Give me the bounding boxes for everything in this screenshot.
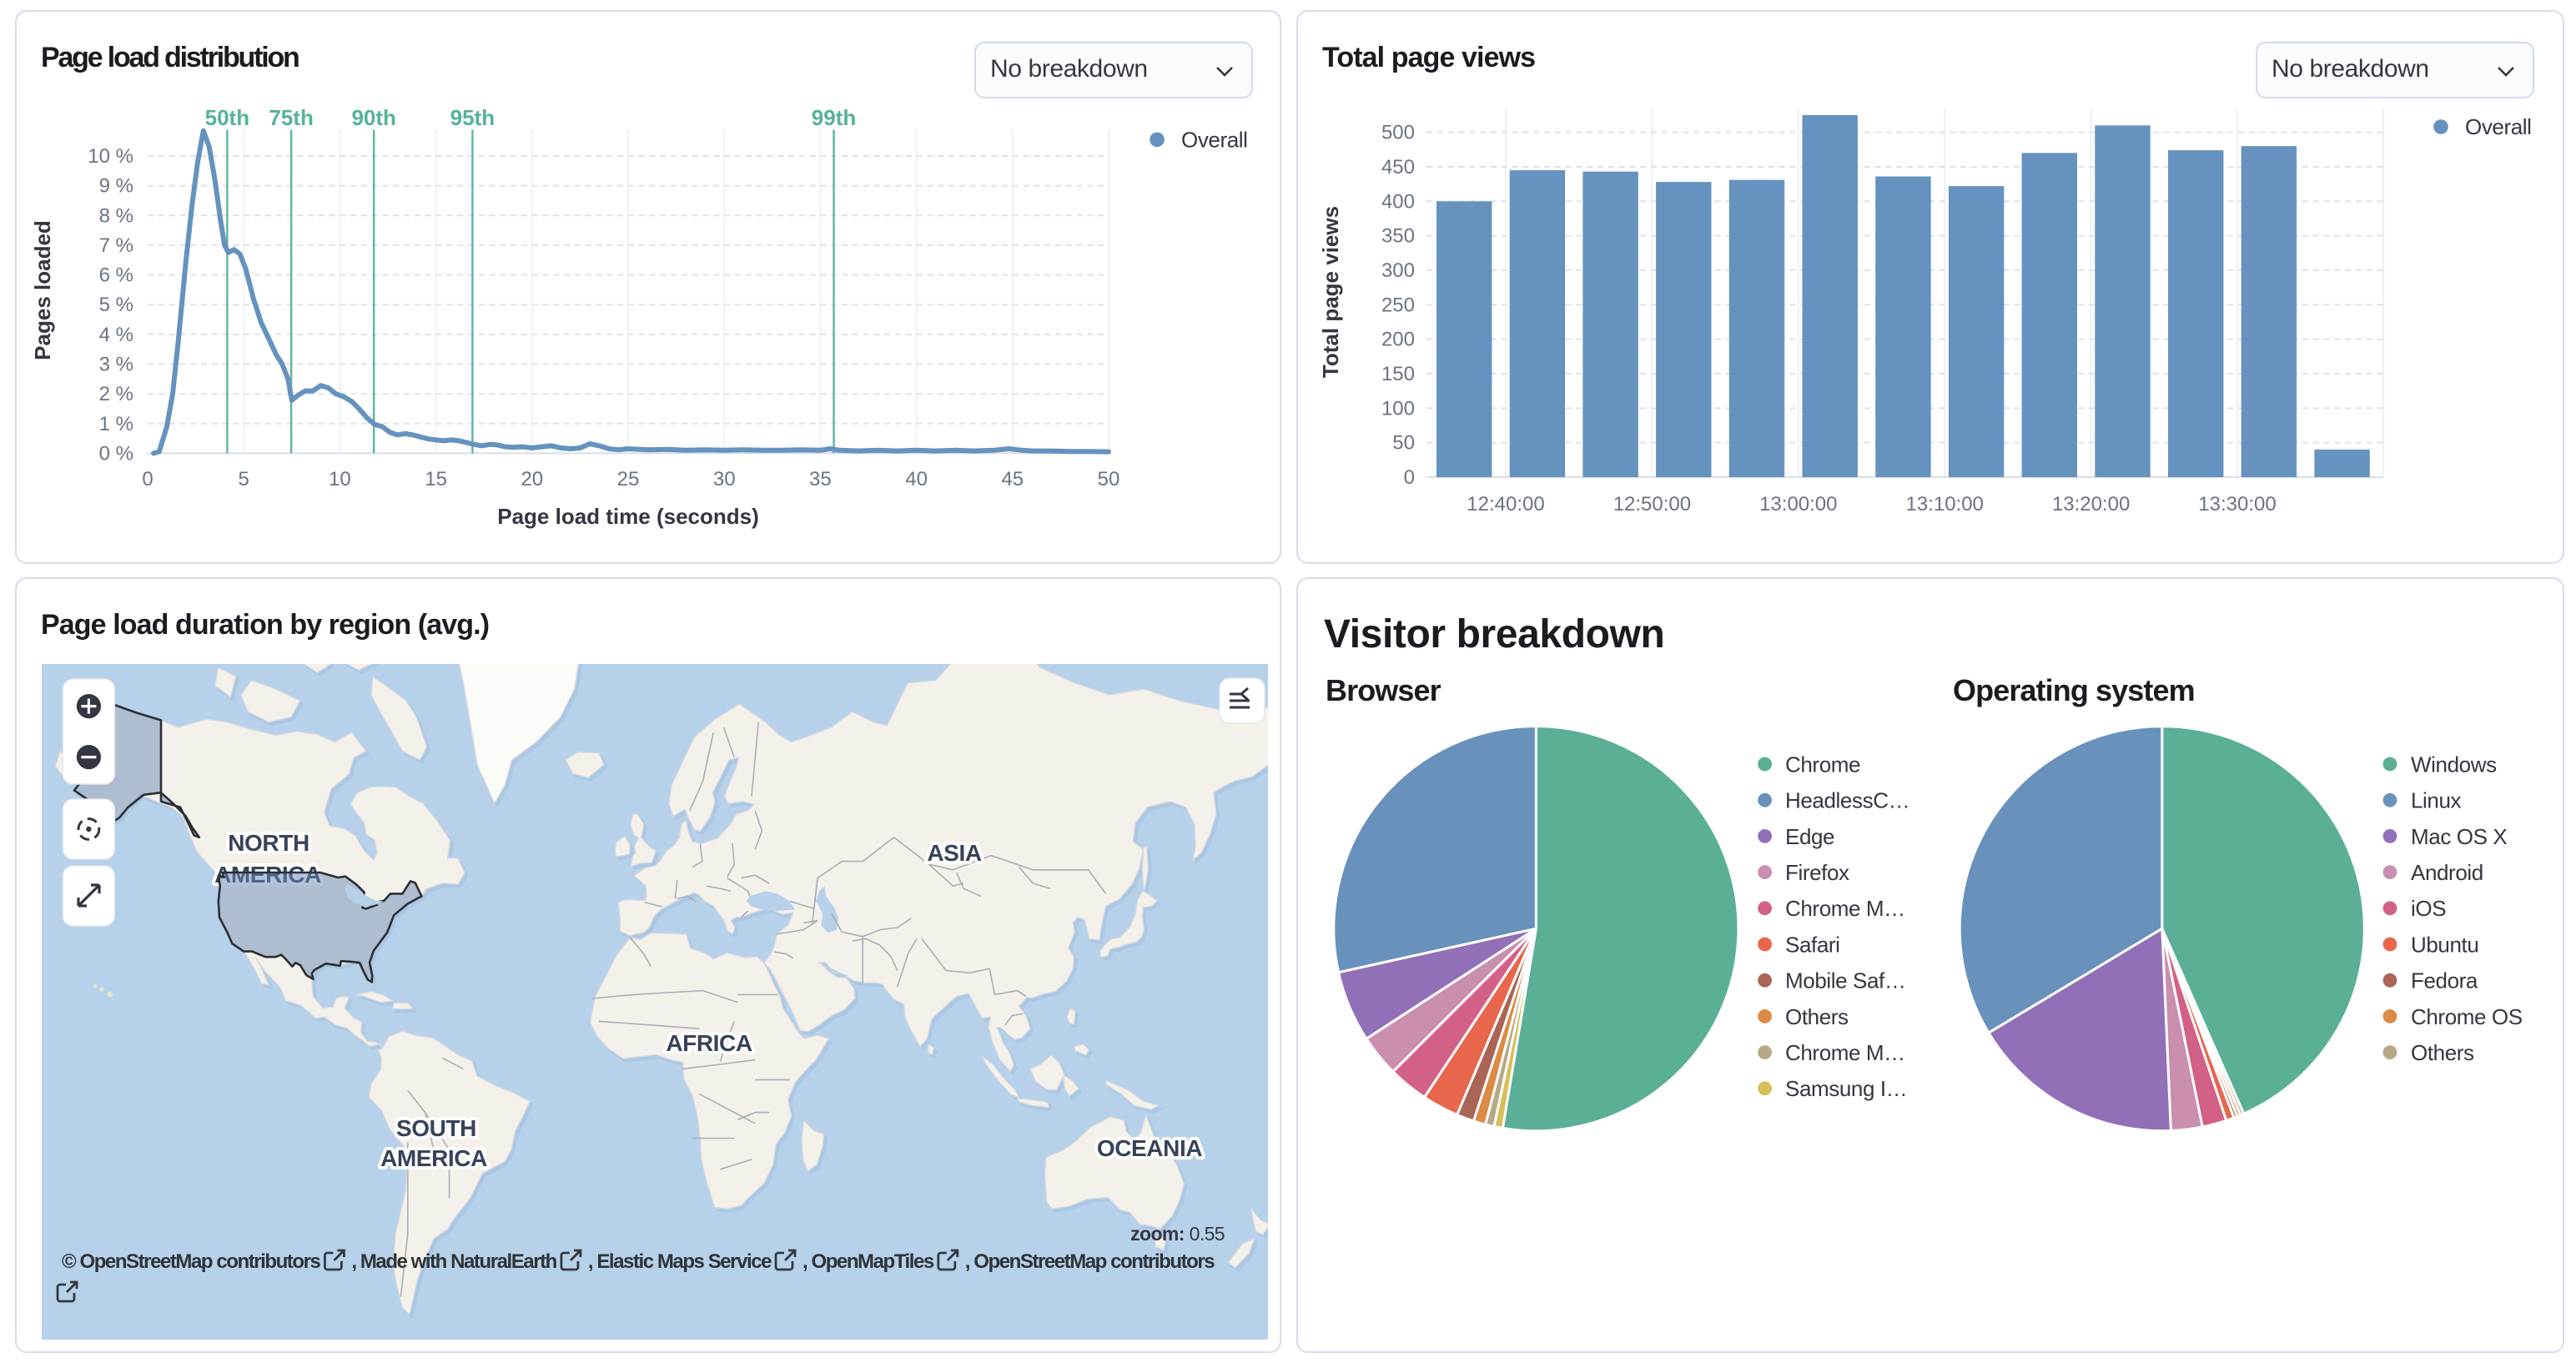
svg-text:150: 150 — [1381, 363, 1414, 385]
svg-text:45: 45 — [1000, 468, 1023, 490]
svg-text:9 %: 9 % — [98, 175, 133, 198]
svg-text:0: 0 — [1403, 466, 1414, 489]
svg-text:10: 10 — [328, 468, 350, 490]
svg-text:5: 5 — [238, 468, 249, 490]
svg-text:Ubuntu: Ubuntu — [2410, 932, 2478, 957]
svg-text:75th: 75th — [268, 105, 312, 130]
svg-text:13:00:00: 13:00:00 — [1758, 493, 1836, 516]
svg-text:Mobile Saf…: Mobile Saf… — [1784, 968, 1904, 993]
svg-text:Total page views: Total page views — [1317, 206, 1342, 378]
svg-text:25: 25 — [616, 468, 639, 490]
svg-text:350: 350 — [1381, 225, 1414, 248]
svg-text:100: 100 — [1381, 397, 1414, 420]
svg-text:Chrome M…: Chrome M… — [1784, 1040, 1904, 1065]
svg-text:13:10:00: 13:10:00 — [1904, 493, 1982, 516]
svg-text:4 %: 4 % — [98, 324, 133, 346]
svg-text:30: 30 — [712, 468, 735, 490]
svg-text:Pages loaded: Pages loaded — [29, 220, 54, 360]
svg-text:Others: Others — [2410, 1040, 2473, 1065]
svg-text:Overall: Overall — [2464, 114, 2531, 139]
svg-text:AFRICA: AFRICA — [666, 1030, 752, 1056]
svg-text:© OpenStreetMap contributors: © OpenStreetMap contributors — [62, 1250, 320, 1273]
svg-text:Windows: Windows — [2410, 752, 2496, 777]
svg-text:10 %: 10 % — [87, 145, 133, 168]
svg-text:35: 35 — [808, 468, 831, 490]
svg-text:AMERICA: AMERICA — [380, 1145, 487, 1171]
svg-text:Chrome: Chrome — [1784, 752, 1859, 777]
svg-text:ASIA: ASIA — [927, 840, 981, 866]
svg-text:Firefox: Firefox — [1784, 860, 1849, 885]
svg-text:200: 200 — [1381, 329, 1414, 351]
svg-text:40: 40 — [904, 468, 927, 490]
svg-text:2 %: 2 % — [98, 383, 133, 405]
svg-text:SOUTH: SOUTH — [396, 1115, 476, 1141]
svg-text:50: 50 — [1391, 432, 1414, 455]
svg-text:Overall: Overall — [1180, 127, 1247, 152]
svg-text:500: 500 — [1381, 122, 1414, 144]
svg-text:iOS: iOS — [2410, 896, 2445, 921]
svg-text:NORTH: NORTH — [228, 830, 309, 856]
svg-text:7 %: 7 % — [98, 234, 133, 257]
svg-text:, Made with NaturalEarth: , Made with NaturalEarth — [351, 1250, 556, 1273]
svg-text:OCEANIA: OCEANIA — [1097, 1135, 1202, 1161]
svg-text:SOUTH: SOUTH — [396, 1115, 476, 1141]
svg-text:99th: 99th — [811, 105, 855, 130]
svg-text:12:40:00: 12:40:00 — [1466, 493, 1543, 516]
svg-text:450: 450 — [1381, 156, 1414, 179]
svg-text:Fedora: Fedora — [2410, 968, 2478, 993]
svg-text:Samsung I…: Samsung I… — [1784, 1076, 1906, 1101]
svg-text:0 %: 0 % — [98, 442, 133, 465]
svg-text:zoom: 0.55: zoom: 0.55 — [1130, 1223, 1225, 1245]
svg-text:300: 300 — [1381, 259, 1414, 282]
svg-text:, OpenMapTiles: , OpenMapTiles — [802, 1250, 934, 1273]
svg-text:AMERICA: AMERICA — [380, 1145, 487, 1171]
svg-text:400: 400 — [1381, 190, 1414, 213]
svg-text:20: 20 — [520, 468, 542, 490]
svg-text:50th: 50th — [204, 105, 249, 130]
svg-text:8 %: 8 % — [98, 204, 133, 227]
svg-text:3 %: 3 % — [98, 353, 133, 375]
svg-text:90th: 90th — [350, 105, 395, 130]
svg-text:13:30:00: 13:30:00 — [2197, 493, 2275, 516]
svg-text:NORTH: NORTH — [228, 830, 309, 856]
svg-text:Linux: Linux — [2410, 788, 2461, 813]
svg-text:250: 250 — [1381, 294, 1414, 316]
svg-text:Others: Others — [1784, 1004, 1848, 1029]
svg-text:50: 50 — [1097, 468, 1119, 490]
svg-text:Page load time (seconds): Page load time (seconds) — [496, 504, 758, 529]
svg-text:ASIA: ASIA — [927, 840, 981, 866]
svg-text:OCEANIA: OCEANIA — [1097, 1135, 1202, 1161]
svg-text:12:50:00: 12:50:00 — [1613, 493, 1690, 516]
svg-text:Edge: Edge — [1784, 824, 1834, 849]
svg-text:Chrome OS: Chrome OS — [2410, 1004, 2522, 1029]
svg-text:13:20:00: 13:20:00 — [2051, 493, 2129, 516]
svg-text:0: 0 — [141, 468, 152, 490]
svg-text:6 %: 6 % — [98, 264, 133, 287]
svg-text:Safari: Safari — [1784, 932, 1839, 957]
svg-text:5 %: 5 % — [98, 294, 133, 316]
svg-text:, Elastic Maps Service: , Elastic Maps Service — [588, 1250, 772, 1273]
svg-text:Mac OS X: Mac OS X — [2410, 824, 2506, 849]
svg-text:Android: Android — [2410, 860, 2483, 885]
svg-text:HeadlessC…: HeadlessC… — [1784, 788, 1909, 813]
svg-text:95th: 95th — [450, 105, 494, 130]
svg-text:1 %: 1 % — [98, 413, 133, 435]
svg-text:15: 15 — [424, 468, 446, 490]
svg-text:Chrome M…: Chrome M… — [1784, 896, 1904, 921]
svg-text:AFRICA: AFRICA — [666, 1030, 752, 1056]
svg-text:, OpenStreetMap contributors: , OpenStreetMap contributors — [965, 1250, 1215, 1273]
